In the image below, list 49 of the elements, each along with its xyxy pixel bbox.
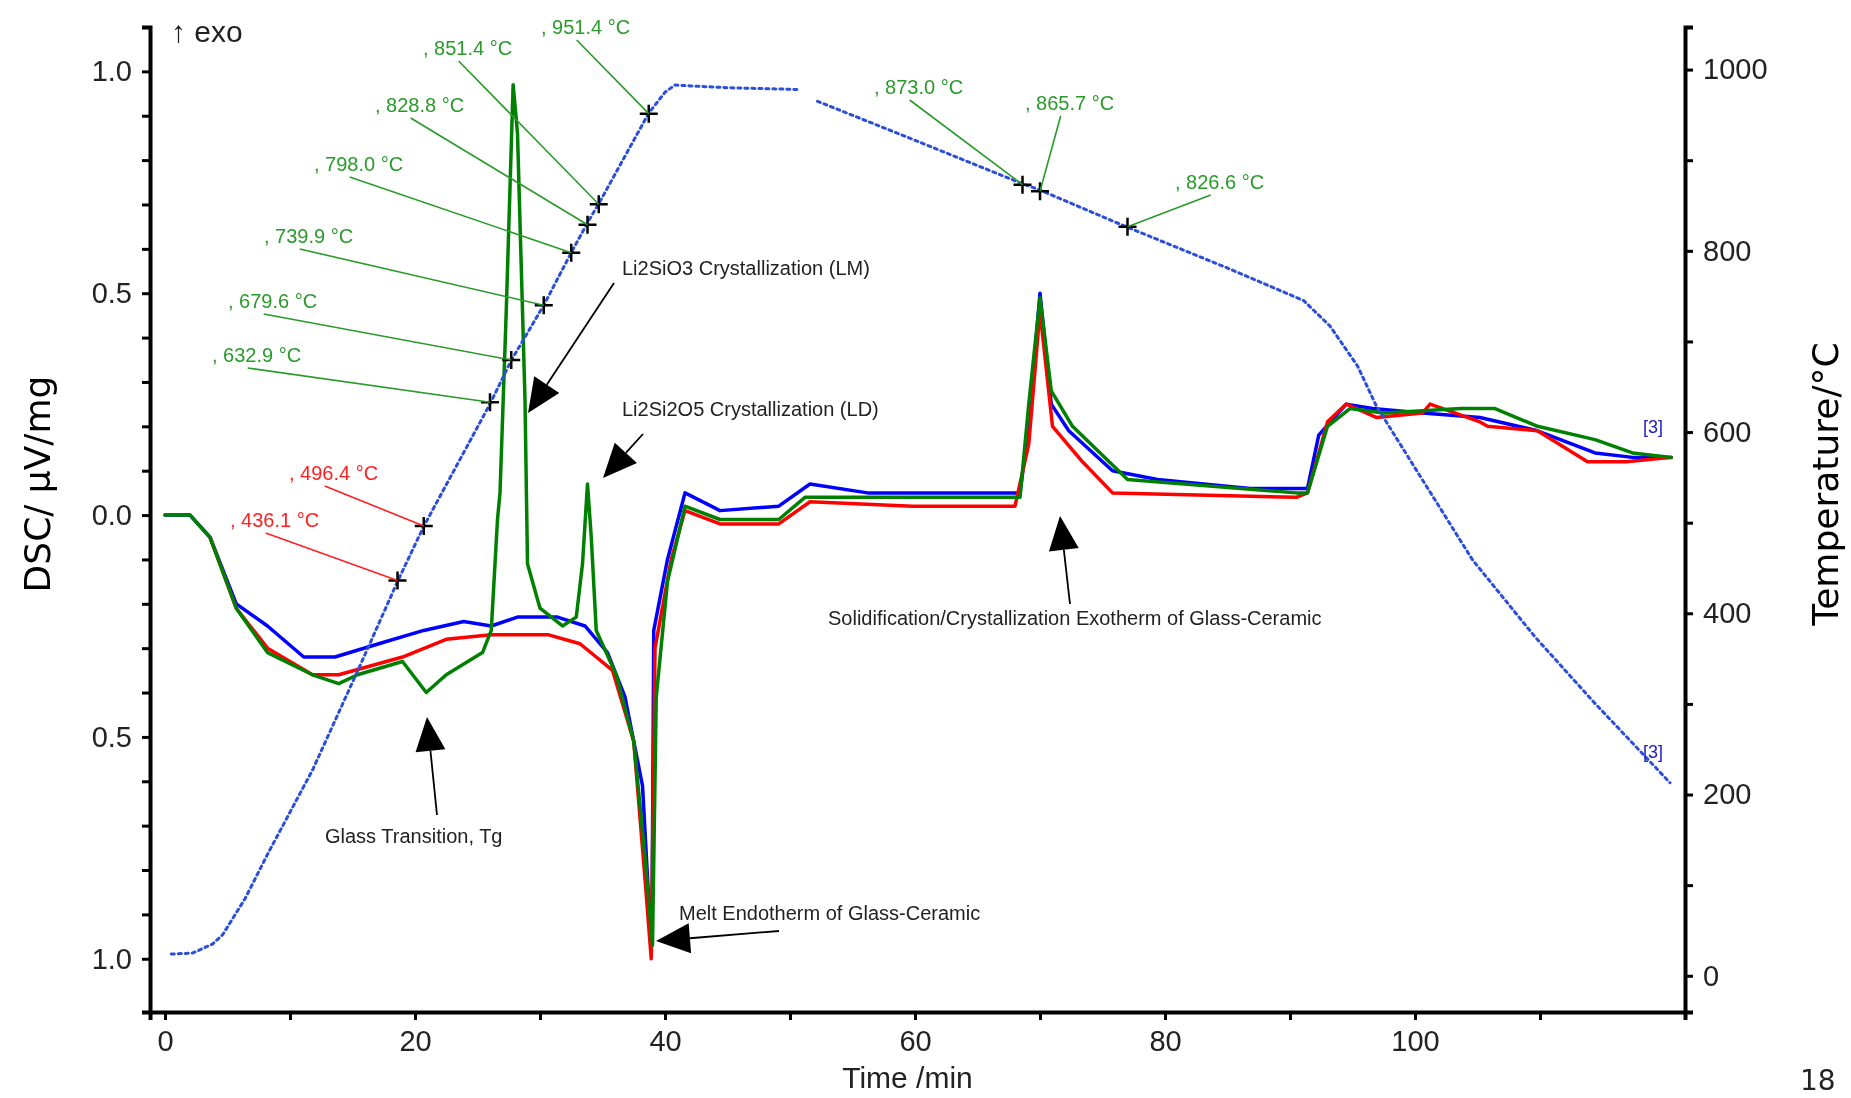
- point: [577, 214, 598, 235]
- data-label: , 679.6 °C: [228, 290, 318, 312]
- annotation: [3]: [1643, 742, 1664, 762]
- y2-tick-label: 1000: [1703, 53, 1768, 86]
- y-tick-label: 0.5: [91, 277, 132, 309]
- x-tick-label: 60: [899, 1024, 932, 1057]
- point: [1012, 174, 1033, 195]
- point: [1117, 216, 1138, 237]
- data-label: , 739.9 °C: [264, 225, 354, 247]
- data-label: , 828.8 °C: [375, 94, 465, 116]
- y2-tick-label: 400: [1703, 597, 1752, 630]
- point: [479, 391, 501, 413]
- y-axis-title: DSC/ μV/mg: [17, 375, 58, 593]
- annotation: [3]: [1643, 417, 1664, 437]
- point: [561, 242, 582, 263]
- annotation: ↑ exo: [171, 15, 243, 48]
- x-tick-label: 100: [1391, 1024, 1440, 1057]
- data-label: , 851.4 °C: [423, 37, 513, 59]
- point: [638, 103, 659, 124]
- annotation: Melt Endotherm of Glass-Ceramic: [679, 902, 981, 924]
- y2-tick-label: 200: [1703, 778, 1752, 811]
- y-tick-label: 0.5: [91, 720, 132, 753]
- y2-tick-label: 0: [1703, 959, 1720, 992]
- annotation: Glass Transition, Tg: [325, 825, 503, 847]
- annotation: Li2SiO3 Crystallization (LM): [622, 257, 870, 279]
- annotation: Solidification/Crystallization Exotherm of Glass-Ceramic: [828, 607, 1322, 629]
- x-tick-label: 80: [1149, 1024, 1182, 1057]
- y-tick-label: 0.0: [91, 498, 132, 531]
- data-label: , 436.1 °C: [230, 509, 320, 531]
- data-label: , 951.4 °C: [541, 16, 631, 38]
- x-axis-title: Time /min: [842, 1061, 973, 1094]
- y2-axis-title: Temperature/°C: [1805, 342, 1846, 627]
- y-tick-label: 1.0: [91, 942, 132, 975]
- data-label: , 496.4 °C: [289, 462, 379, 484]
- data-label: , 632.9 °C: [212, 344, 302, 366]
- x-tick-label: 40: [649, 1024, 682, 1057]
- data-label: , 826.6 °C: [1175, 171, 1265, 193]
- data-label: , 865.7 °C: [1025, 92, 1115, 114]
- point: [387, 570, 408, 591]
- data-label: , 873.0 °C: [874, 76, 964, 98]
- y-tick-label: 1.0: [91, 55, 132, 88]
- text: 18: [1800, 1064, 1836, 1097]
- data-label: , 798.0 °C: [314, 153, 404, 175]
- x-tick-label: 20: [399, 1024, 432, 1057]
- y2-tick-label: 600: [1703, 415, 1752, 448]
- x-tick-label: 0: [157, 1024, 174, 1057]
- annotation: Li2Si2O5 Crystallization (LD): [622, 398, 879, 420]
- y2-tick-label: 800: [1703, 234, 1752, 267]
- point: [588, 194, 609, 215]
